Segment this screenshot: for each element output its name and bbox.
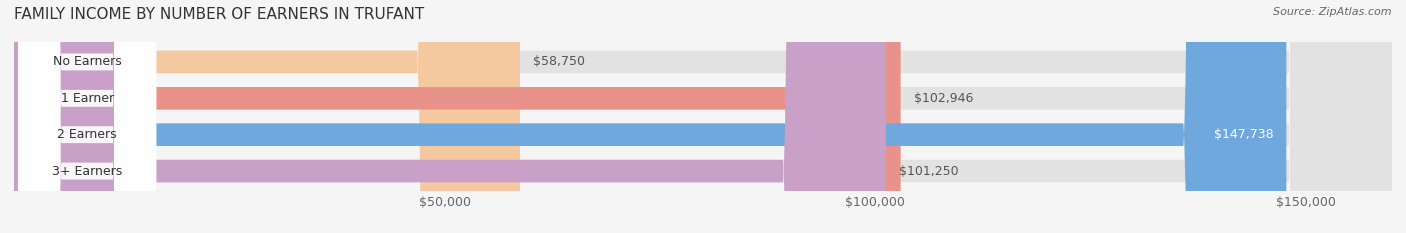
Text: $102,946: $102,946 (914, 92, 973, 105)
Text: No Earners: No Earners (53, 55, 122, 69)
FancyBboxPatch shape (14, 0, 1392, 233)
FancyBboxPatch shape (14, 0, 1392, 233)
Text: $58,750: $58,750 (533, 55, 585, 69)
Text: 1 Earner: 1 Earner (60, 92, 114, 105)
FancyBboxPatch shape (14, 0, 520, 233)
Text: $147,738: $147,738 (1213, 128, 1274, 141)
Text: 2 Earners: 2 Earners (58, 128, 117, 141)
FancyBboxPatch shape (14, 0, 1286, 233)
Text: $101,250: $101,250 (898, 164, 959, 178)
Text: FAMILY INCOME BY NUMBER OF EARNERS IN TRUFANT: FAMILY INCOME BY NUMBER OF EARNERS IN TR… (14, 7, 425, 22)
FancyBboxPatch shape (18, 0, 156, 233)
FancyBboxPatch shape (14, 0, 1392, 233)
FancyBboxPatch shape (14, 0, 1392, 233)
FancyBboxPatch shape (18, 0, 156, 233)
FancyBboxPatch shape (18, 0, 156, 233)
FancyBboxPatch shape (18, 0, 156, 233)
Text: Source: ZipAtlas.com: Source: ZipAtlas.com (1274, 7, 1392, 17)
FancyBboxPatch shape (14, 0, 886, 233)
Text: 3+ Earners: 3+ Earners (52, 164, 122, 178)
FancyBboxPatch shape (14, 0, 901, 233)
